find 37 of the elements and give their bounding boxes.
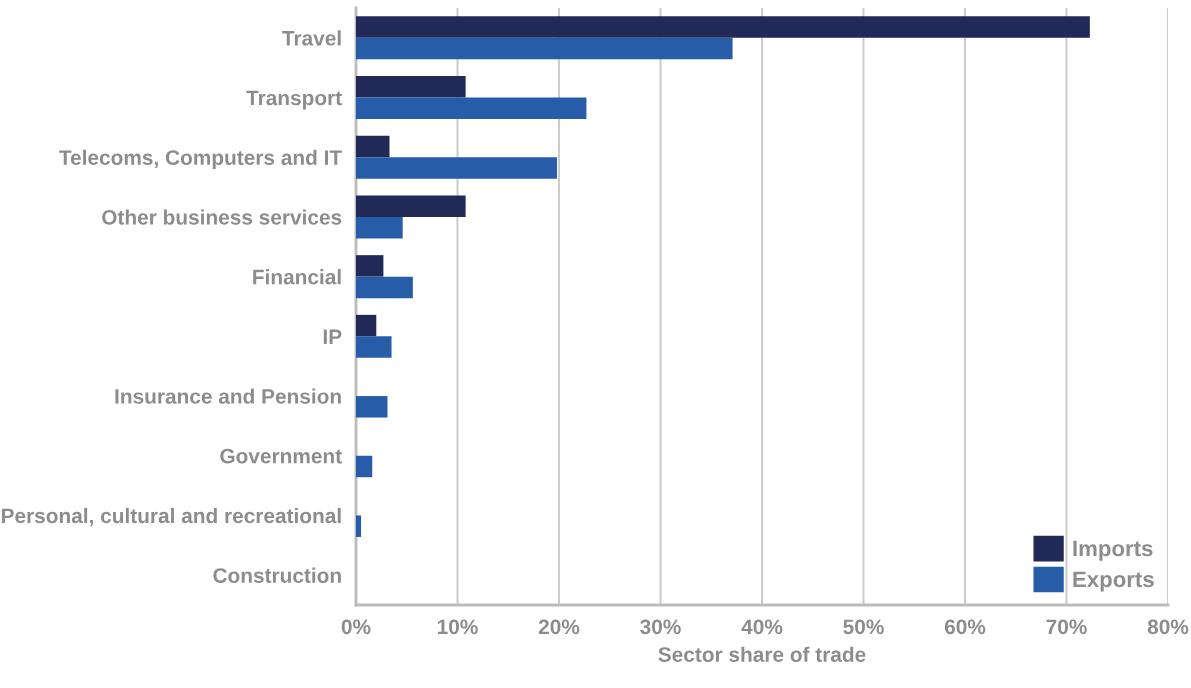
bar [356,255,384,277]
bar [356,195,466,217]
bar [356,216,403,239]
bar [356,455,373,478]
x-tick-label: 60% [944,619,986,635]
x-axis-title: Sector share of trade [658,646,866,662]
bar [356,76,466,98]
y-tick-label: Government [220,448,342,464]
x-tick-label: 30% [640,619,681,635]
bar [356,314,377,337]
bar [356,16,1090,38]
bar [356,276,413,299]
y-tick-label: IP [323,329,342,344]
y-tick-label: Telecoms, Computers and IT [59,149,342,170]
x-tick-label: 50% [843,619,884,635]
bar [356,396,388,418]
bar [356,37,733,60]
x-tick-label: 80% [1147,619,1189,635]
bar [356,97,587,120]
bar [356,135,390,158]
x-tick-label: 10% [437,619,478,635]
y-tick-label: Other business services [102,209,342,225]
bar [356,515,362,537]
y-tick-label: Transport [246,90,342,110]
bar [356,157,557,179]
x-tick-label: 40% [741,619,783,635]
y-tick-label: Personal, cultural and recreational [1,507,341,527]
x-tick-label: 20% [538,619,580,635]
y-tick-label: Financial [253,269,341,285]
y-tick-label: Construction [213,567,341,583]
x-tick-label: 70% [1046,619,1087,635]
y-tick-label: Travel [282,30,341,46]
x-tick-label: 0% [341,619,371,635]
legend-label: Exports [1073,571,1154,592]
bar [356,336,392,358]
y-tick-label: Insurance and Pension [115,388,341,404]
legend-label: Imports [1073,540,1153,561]
